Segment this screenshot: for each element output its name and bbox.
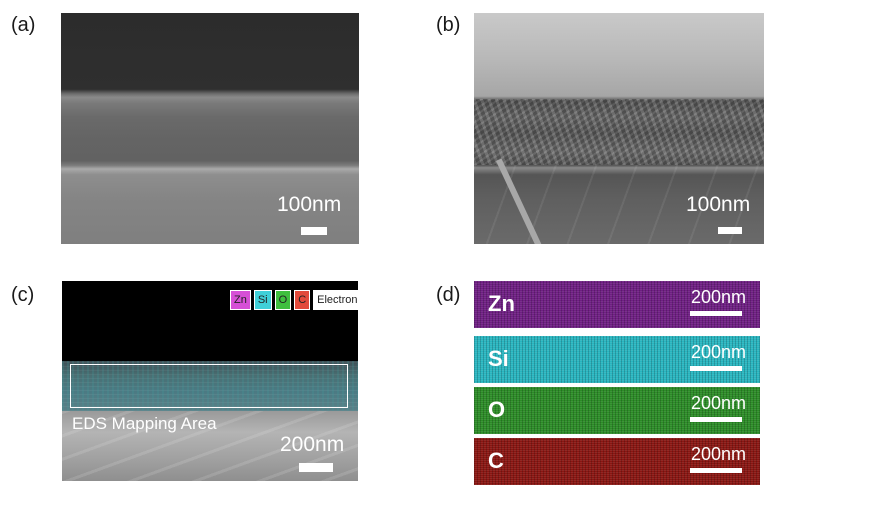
scale-text-a: 100nm [277, 193, 342, 216]
legend-o: O [274, 290, 292, 310]
map-strip-zn: Zn 200nm [474, 281, 760, 328]
scale-bar-b [718, 227, 742, 234]
film-grain-texture [474, 99, 764, 165]
scale-text-c: 200nm [280, 433, 345, 456]
map-noise [474, 438, 760, 485]
element-legend: Zn Si O C Electron [230, 290, 358, 310]
scale-text-b: 100nm [686, 193, 751, 216]
map-strip-o: O 200nm [474, 387, 760, 434]
film-noise [62, 361, 358, 411]
legend-c: C [294, 290, 311, 310]
scale-bar-a [301, 227, 327, 235]
map-scale-bar [690, 468, 742, 473]
map-scale-text: 200nm [690, 342, 746, 362]
map-scale-text: 200nm [690, 444, 746, 464]
map-element-label: Zn [488, 291, 515, 316]
map-strip-c: C 200nm [474, 438, 760, 485]
panel-label-c: (c) [11, 284, 35, 306]
map-scale-text: 200nm [690, 287, 746, 307]
map-scale-bar [690, 366, 742, 371]
sem-image-c: EDS Mapping Area Zn Si O C Electron 200n… [62, 281, 358, 481]
eds-mapping-label: EDS Mapping Area [72, 414, 217, 433]
film-layer [62, 361, 358, 411]
map-noise [474, 336, 760, 383]
map-strip-si: Si 200nm [474, 336, 760, 383]
legend-zn: Zn [230, 290, 251, 310]
map-element-label: C [488, 448, 504, 473]
sem-image-a: 100nm [61, 13, 359, 244]
map-noise [474, 281, 760, 328]
map-scale-bar [690, 417, 742, 422]
map-noise [474, 387, 760, 434]
map-element-label: Si [488, 346, 509, 371]
scale-bar-c [299, 463, 333, 472]
legend-electron: Electron [313, 290, 358, 310]
panel-label-d: (d) [436, 284, 461, 306]
panel-label-a: (a) [11, 14, 36, 36]
map-element-label: O [488, 397, 506, 422]
map-scale-bar [690, 311, 742, 316]
eds-mapping-box [70, 364, 348, 408]
panel-label-b: (b) [436, 14, 461, 36]
sem-image-b: 100nm [474, 13, 764, 244]
legend-si: Si [253, 290, 272, 310]
map-scale-text: 200nm [690, 393, 746, 413]
